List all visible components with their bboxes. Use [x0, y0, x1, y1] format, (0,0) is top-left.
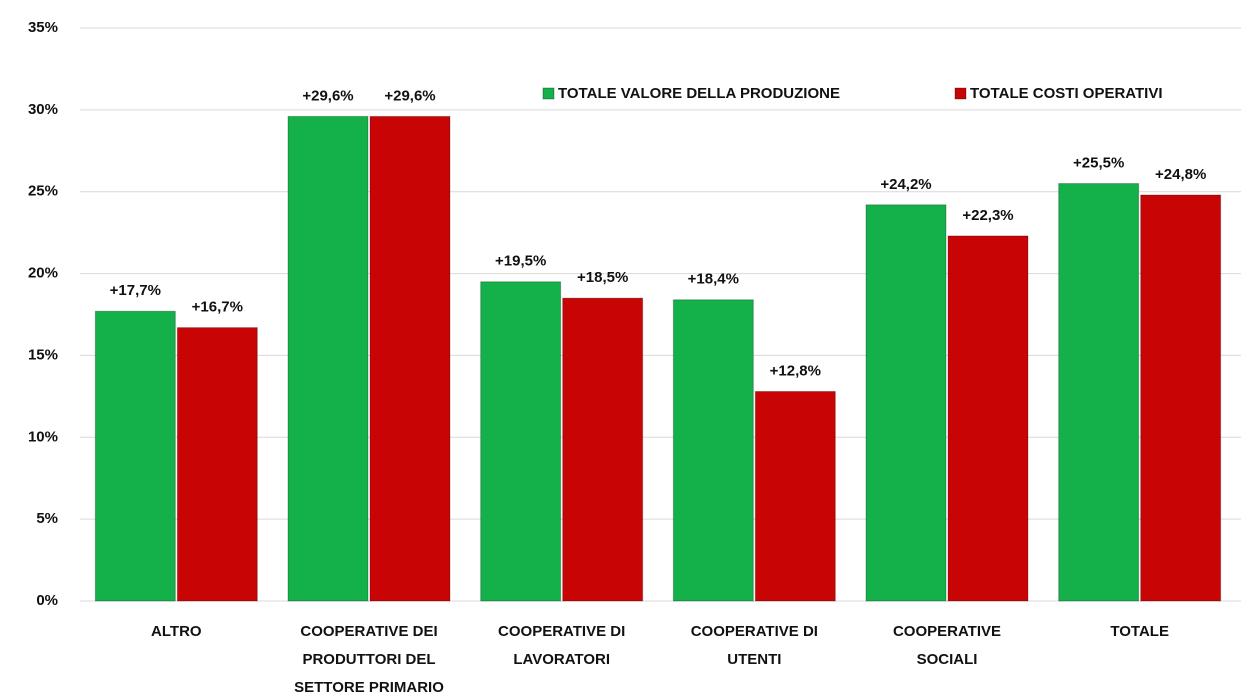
- data-label: +18,4%: [688, 271, 739, 288]
- data-label: +18,5%: [577, 269, 628, 286]
- x-tick-label: TOTALE: [1110, 623, 1169, 640]
- x-tick-label: COOPERATIVE DI LAVORATORI: [498, 623, 625, 668]
- legend-swatch: [542, 87, 555, 100]
- bar: [672, 299, 754, 602]
- x-tick-label: COOPERATIVE SOCIALI: [893, 623, 1001, 668]
- data-label: +29,6%: [384, 87, 435, 104]
- bar: [754, 390, 836, 602]
- bar: [176, 327, 258, 602]
- data-label: +17,7%: [110, 282, 161, 299]
- legend-label: TOTALE VALORE DELLA PRODUZIONE: [558, 85, 840, 102]
- bar: [94, 310, 176, 602]
- bar: [369, 115, 451, 602]
- bar: [480, 281, 562, 602]
- y-tick-label: 0%: [36, 592, 58, 609]
- data-label: +29,6%: [302, 87, 353, 104]
- y-tick-label: 20%: [28, 265, 58, 282]
- data-label: +16,7%: [192, 299, 243, 316]
- data-label: +24,2%: [880, 176, 931, 193]
- x-tick-label: COOPERATIVE DI UTENTI: [691, 623, 818, 668]
- y-tick-label: 15%: [28, 346, 58, 363]
- x-tick-label: COOPERATIVE DEI PRODUTTORI DEL SETTORE PRI…: [294, 623, 444, 696]
- data-label: +19,5%: [495, 253, 546, 270]
- y-tick-label: 5%: [36, 510, 58, 527]
- data-label: +22,3%: [962, 207, 1013, 224]
- legend-label: TOTALE COSTI OPERATIVI: [970, 85, 1163, 102]
- data-label: +24,8%: [1155, 166, 1206, 183]
- y-tick-label: 10%: [28, 428, 58, 445]
- bar: [947, 235, 1029, 602]
- data-label: +12,8%: [770, 362, 821, 379]
- bar: [1140, 194, 1222, 602]
- bar: [562, 297, 644, 602]
- y-tick-label: 30%: [28, 101, 58, 118]
- x-tick-label: ALTRO: [151, 623, 202, 640]
- data-label: +25,5%: [1073, 154, 1124, 171]
- y-tick-label: 35%: [28, 19, 58, 36]
- y-tick-label: 25%: [28, 183, 58, 200]
- bar: [287, 115, 369, 602]
- legend-swatch: [954, 87, 967, 100]
- bar: [865, 204, 947, 602]
- bar: [1058, 183, 1140, 602]
